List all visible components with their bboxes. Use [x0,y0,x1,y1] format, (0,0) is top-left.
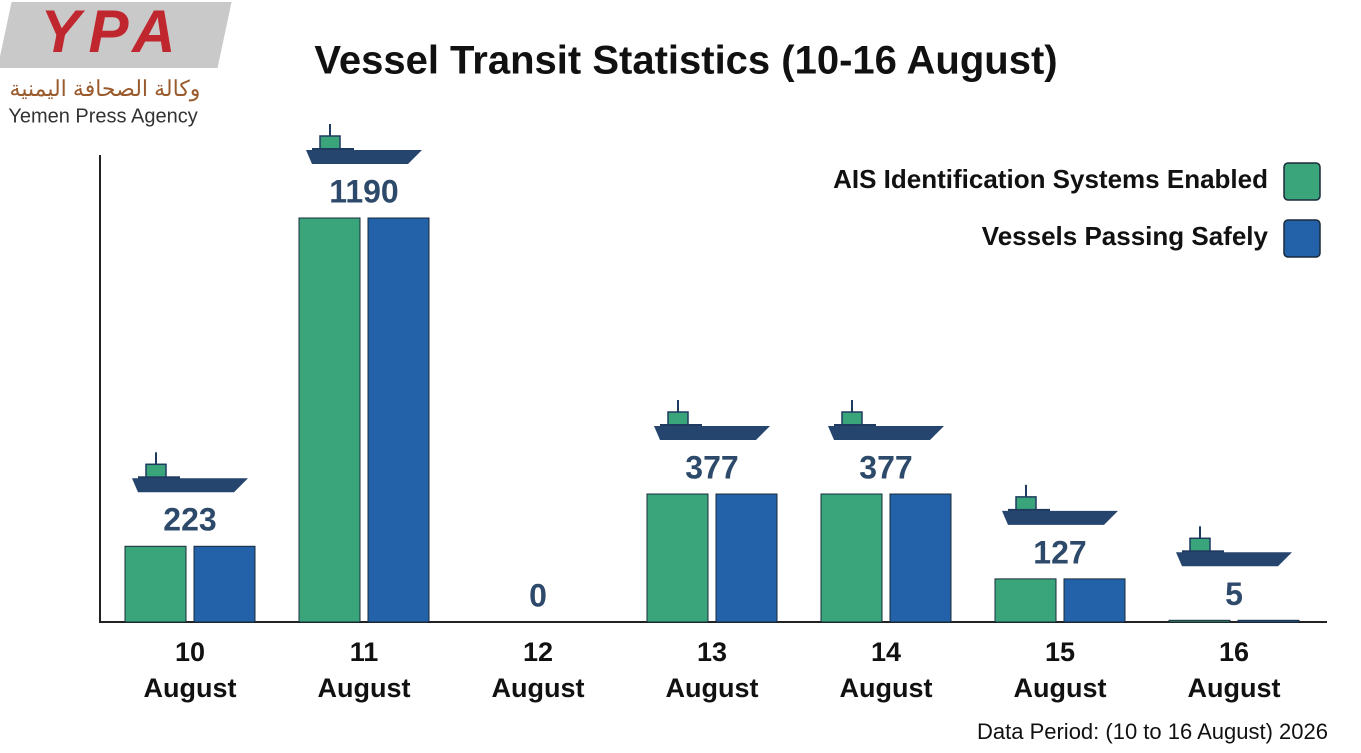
ship-icon [654,400,770,441]
ship-hull [1002,510,1118,525]
data-label: 0 [529,577,547,613]
data-label: 223 [163,502,216,538]
bar [367,217,430,623]
legend-swatch [1283,162,1321,201]
data-label: 127 [1033,534,1086,570]
bar [889,493,952,623]
ship-icon [1176,526,1292,567]
bar [124,545,187,623]
logo-bg [0,2,232,68]
x-tick-label: 12 August [491,637,585,703]
bar [715,493,778,623]
x-tick-label: 15 August [1013,637,1107,703]
ship-cabin [1189,537,1211,554]
bar [646,493,709,623]
ship-hull [828,426,944,441]
ship-cabin [841,411,863,427]
ship-hull [306,150,422,164]
bar [1237,619,1300,623]
bar [994,578,1057,623]
ship-icon [306,124,422,164]
data-label: 5 [1225,576,1243,612]
ship-icon [1002,484,1118,525]
logo: YPA وكالة الصحافة اليمنية Yemen Press Ag… [0,0,232,127]
data-label: 1190 [329,173,398,209]
ship-cabin [145,463,167,480]
logo-mark: YPA [41,0,184,65]
ship-hull [654,426,770,441]
ship-hull [1176,552,1292,567]
ship-hull [132,478,248,493]
bar [1168,619,1231,623]
x-tick-label: 13 August [665,637,759,703]
ship-cabin [319,135,341,151]
x-tick-label: 14 August [839,637,933,703]
ship-cabin [1015,496,1037,512]
bar [1063,578,1126,623]
bar [193,545,256,623]
logo-english: Yemen Press Agency [8,105,197,127]
legend-label: AIS Identification Systems Enabled [833,164,1268,194]
x-tick-label: 10 August [143,637,237,703]
x-tick-label: 16 August [1187,637,1281,703]
bar [298,217,361,623]
logo-arabic: وكالة الصحافة اليمنية [10,76,201,102]
footnote: Data Period: (10 to 16 August) 2026 [977,719,1328,744]
x-tick-label: 11 August [317,637,411,703]
data-label: 377 [859,449,912,485]
bar [820,493,883,623]
ship-icon [132,452,248,493]
ship-icon [828,400,944,441]
legend-label: Vessels Passing Safely [982,221,1269,251]
chart-title: Vessel Transit Statistics (10-16 August) [314,39,1057,83]
ship-cabin [667,411,689,427]
data-label: 377 [685,449,738,485]
legend-swatch [1283,219,1321,258]
